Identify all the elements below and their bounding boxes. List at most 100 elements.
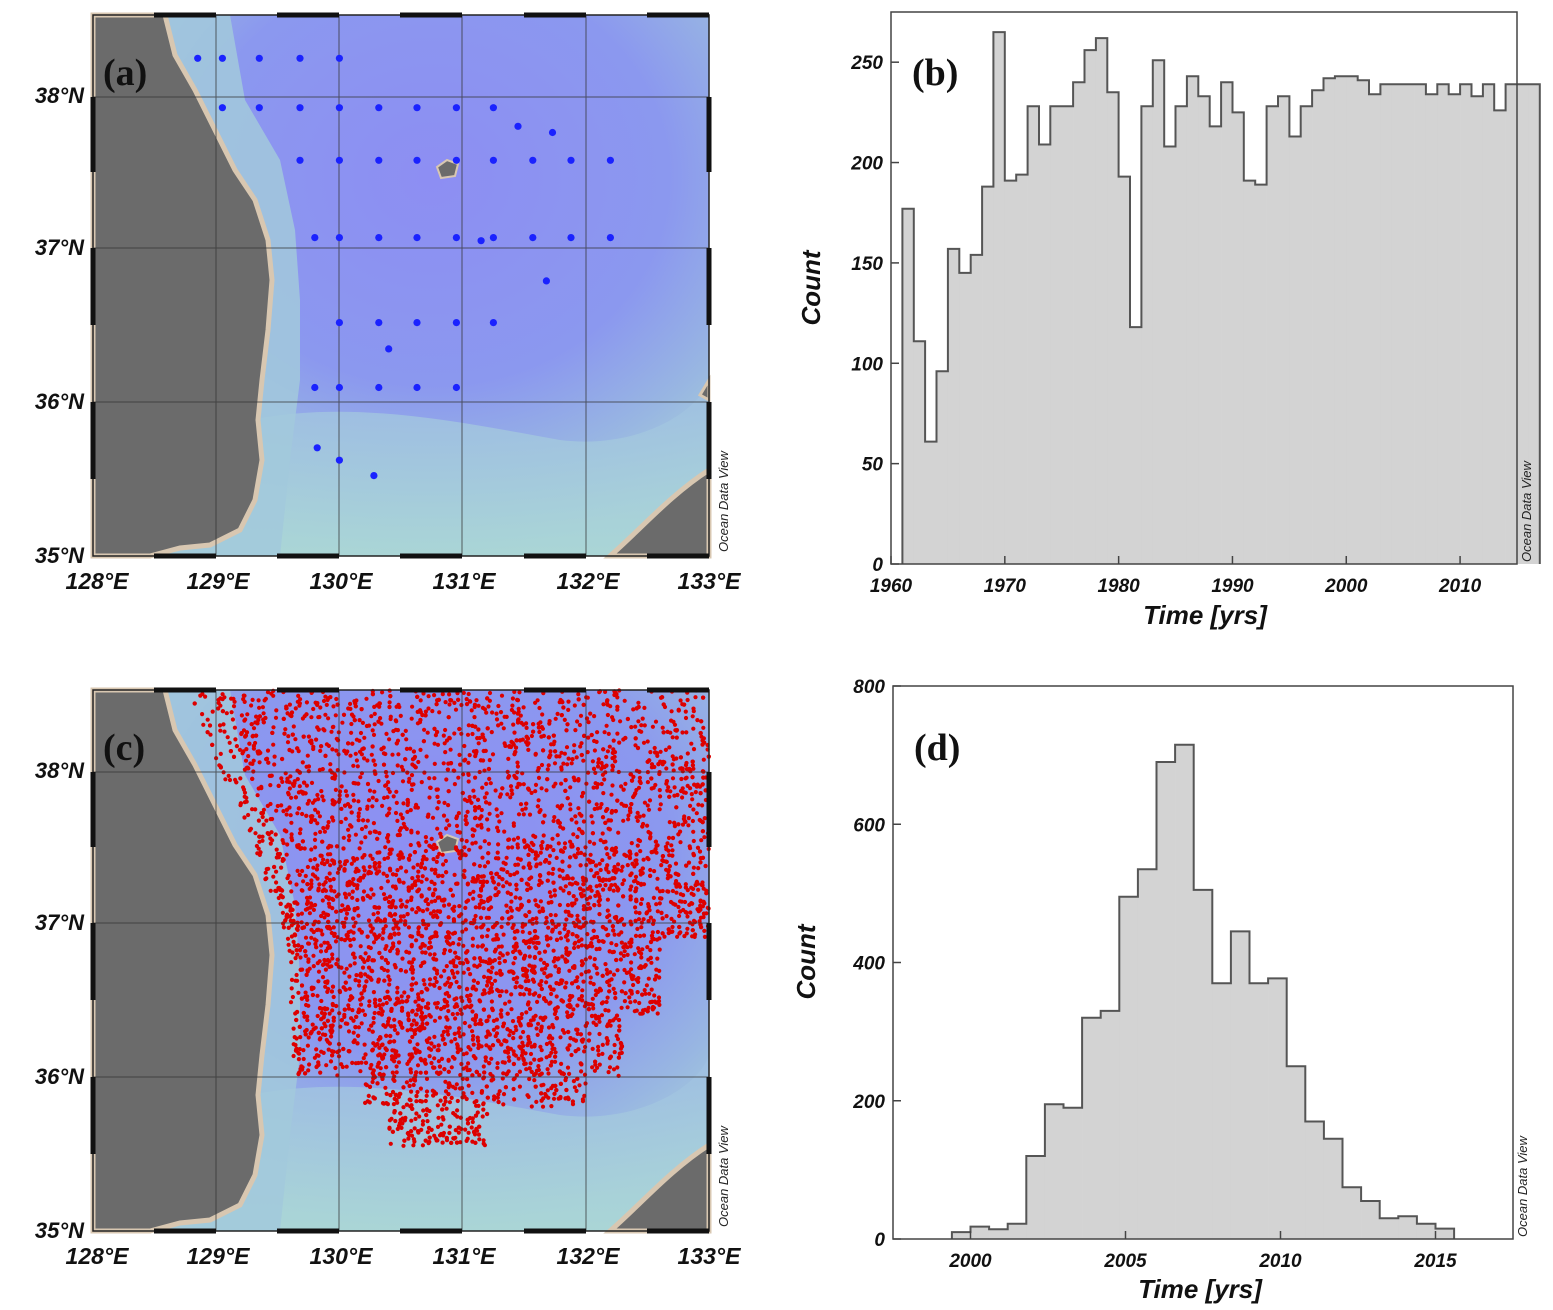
observation-point: [601, 939, 606, 944]
observation-point: [526, 978, 531, 984]
observation-point: [662, 760, 667, 765]
observation-point: [465, 1077, 470, 1082]
observation-point: [615, 695, 620, 700]
observation-point: [569, 761, 574, 766]
observation-point: [636, 785, 642, 790]
observation-point: [645, 1009, 650, 1014]
observation-point: [657, 968, 662, 974]
observation-point: [520, 807, 525, 812]
observation-point: [593, 1062, 598, 1067]
observation-point: [317, 882, 322, 887]
observation-point: [303, 935, 309, 940]
observation-point: [427, 1054, 432, 1059]
observation-point: [283, 727, 288, 732]
observation-point: [506, 756, 511, 762]
observation-point: [321, 825, 326, 831]
observation-point: [426, 1141, 431, 1146]
observation-point: [665, 841, 670, 846]
observation-point: [237, 747, 242, 753]
observation-point: [403, 728, 408, 734]
observation-point: [451, 1136, 456, 1141]
observation-point: [410, 704, 415, 709]
observation-point: [659, 863, 664, 868]
observation-point: [531, 992, 536, 997]
observation-point: [605, 702, 610, 707]
observation-point: [260, 814, 265, 820]
observation-point: [300, 811, 305, 817]
observation-point: [460, 790, 465, 796]
observation-point: [418, 747, 423, 753]
observation-point: [435, 1103, 440, 1108]
observation-point: [599, 1001, 605, 1006]
observation-point: [456, 1030, 461, 1035]
observation-point: [642, 800, 648, 805]
observation-point: [466, 772, 471, 778]
observation-point: [550, 871, 555, 876]
observation-point: [701, 725, 706, 730]
observation-point: [409, 895, 414, 900]
observation-point: [381, 930, 386, 935]
observation-point: [473, 724, 478, 729]
observation-point: [372, 1010, 377, 1016]
observation-point: [261, 711, 266, 716]
observation-point: [342, 970, 347, 975]
observation-point: [310, 992, 315, 998]
observation-point: [674, 805, 679, 810]
observation-point: [425, 1119, 430, 1124]
observation-point: [593, 781, 598, 786]
map-a-shallow-south: [230, 380, 709, 556]
observation-point: [491, 880, 496, 885]
observation-point: [652, 977, 658, 982]
observation-point: [629, 778, 635, 783]
observation-point: [546, 1035, 552, 1040]
observation-point: [493, 788, 498, 793]
observation-point: [331, 897, 336, 903]
observation-point: [309, 715, 314, 720]
station-marker: [514, 122, 522, 130]
observation-point: [456, 1130, 461, 1135]
observation-point: [297, 1024, 302, 1029]
observation-point: [426, 946, 431, 951]
observation-point: [385, 835, 390, 840]
observation-point: [580, 829, 585, 835]
observation-point: [595, 971, 600, 976]
observation-point: [307, 1062, 312, 1067]
observation-point: [501, 932, 506, 937]
observation-point: [545, 1067, 550, 1072]
observation-point: [426, 1001, 431, 1006]
observation-point: [373, 997, 378, 1002]
observation-point: [516, 709, 521, 714]
observation-point: [480, 1114, 485, 1119]
observation-point: [654, 850, 659, 855]
observation-point: [472, 794, 477, 799]
observation-point: [636, 946, 641, 951]
station-marker: [413, 234, 421, 242]
observation-point: [421, 854, 426, 859]
observation-point: [332, 776, 337, 781]
observation-point: [601, 791, 606, 796]
observation-point: [414, 1022, 419, 1027]
observation-point: [526, 1034, 531, 1039]
observation-point: [489, 982, 494, 987]
observation-point: [597, 883, 603, 888]
observation-point: [597, 903, 602, 908]
observation-point: [381, 751, 386, 756]
observation-point: [496, 1099, 501, 1105]
observation-point: [436, 1048, 441, 1053]
observation-point: [323, 880, 328, 885]
observation-point: [539, 734, 544, 739]
observation-point: [416, 925, 421, 930]
observation-point: [546, 1025, 552, 1030]
observation-point: [476, 727, 481, 732]
observation-point: [307, 886, 312, 892]
observation-point: [435, 794, 440, 800]
observation-point: [700, 820, 705, 825]
observation-point: [504, 855, 509, 860]
observation-point: [429, 1041, 434, 1046]
observation-point: [401, 914, 406, 919]
observation-point: [434, 787, 439, 792]
observation-point: [700, 803, 705, 808]
observation-point: [371, 990, 376, 995]
observation-point: [395, 818, 400, 824]
observation-point: [354, 1014, 359, 1020]
